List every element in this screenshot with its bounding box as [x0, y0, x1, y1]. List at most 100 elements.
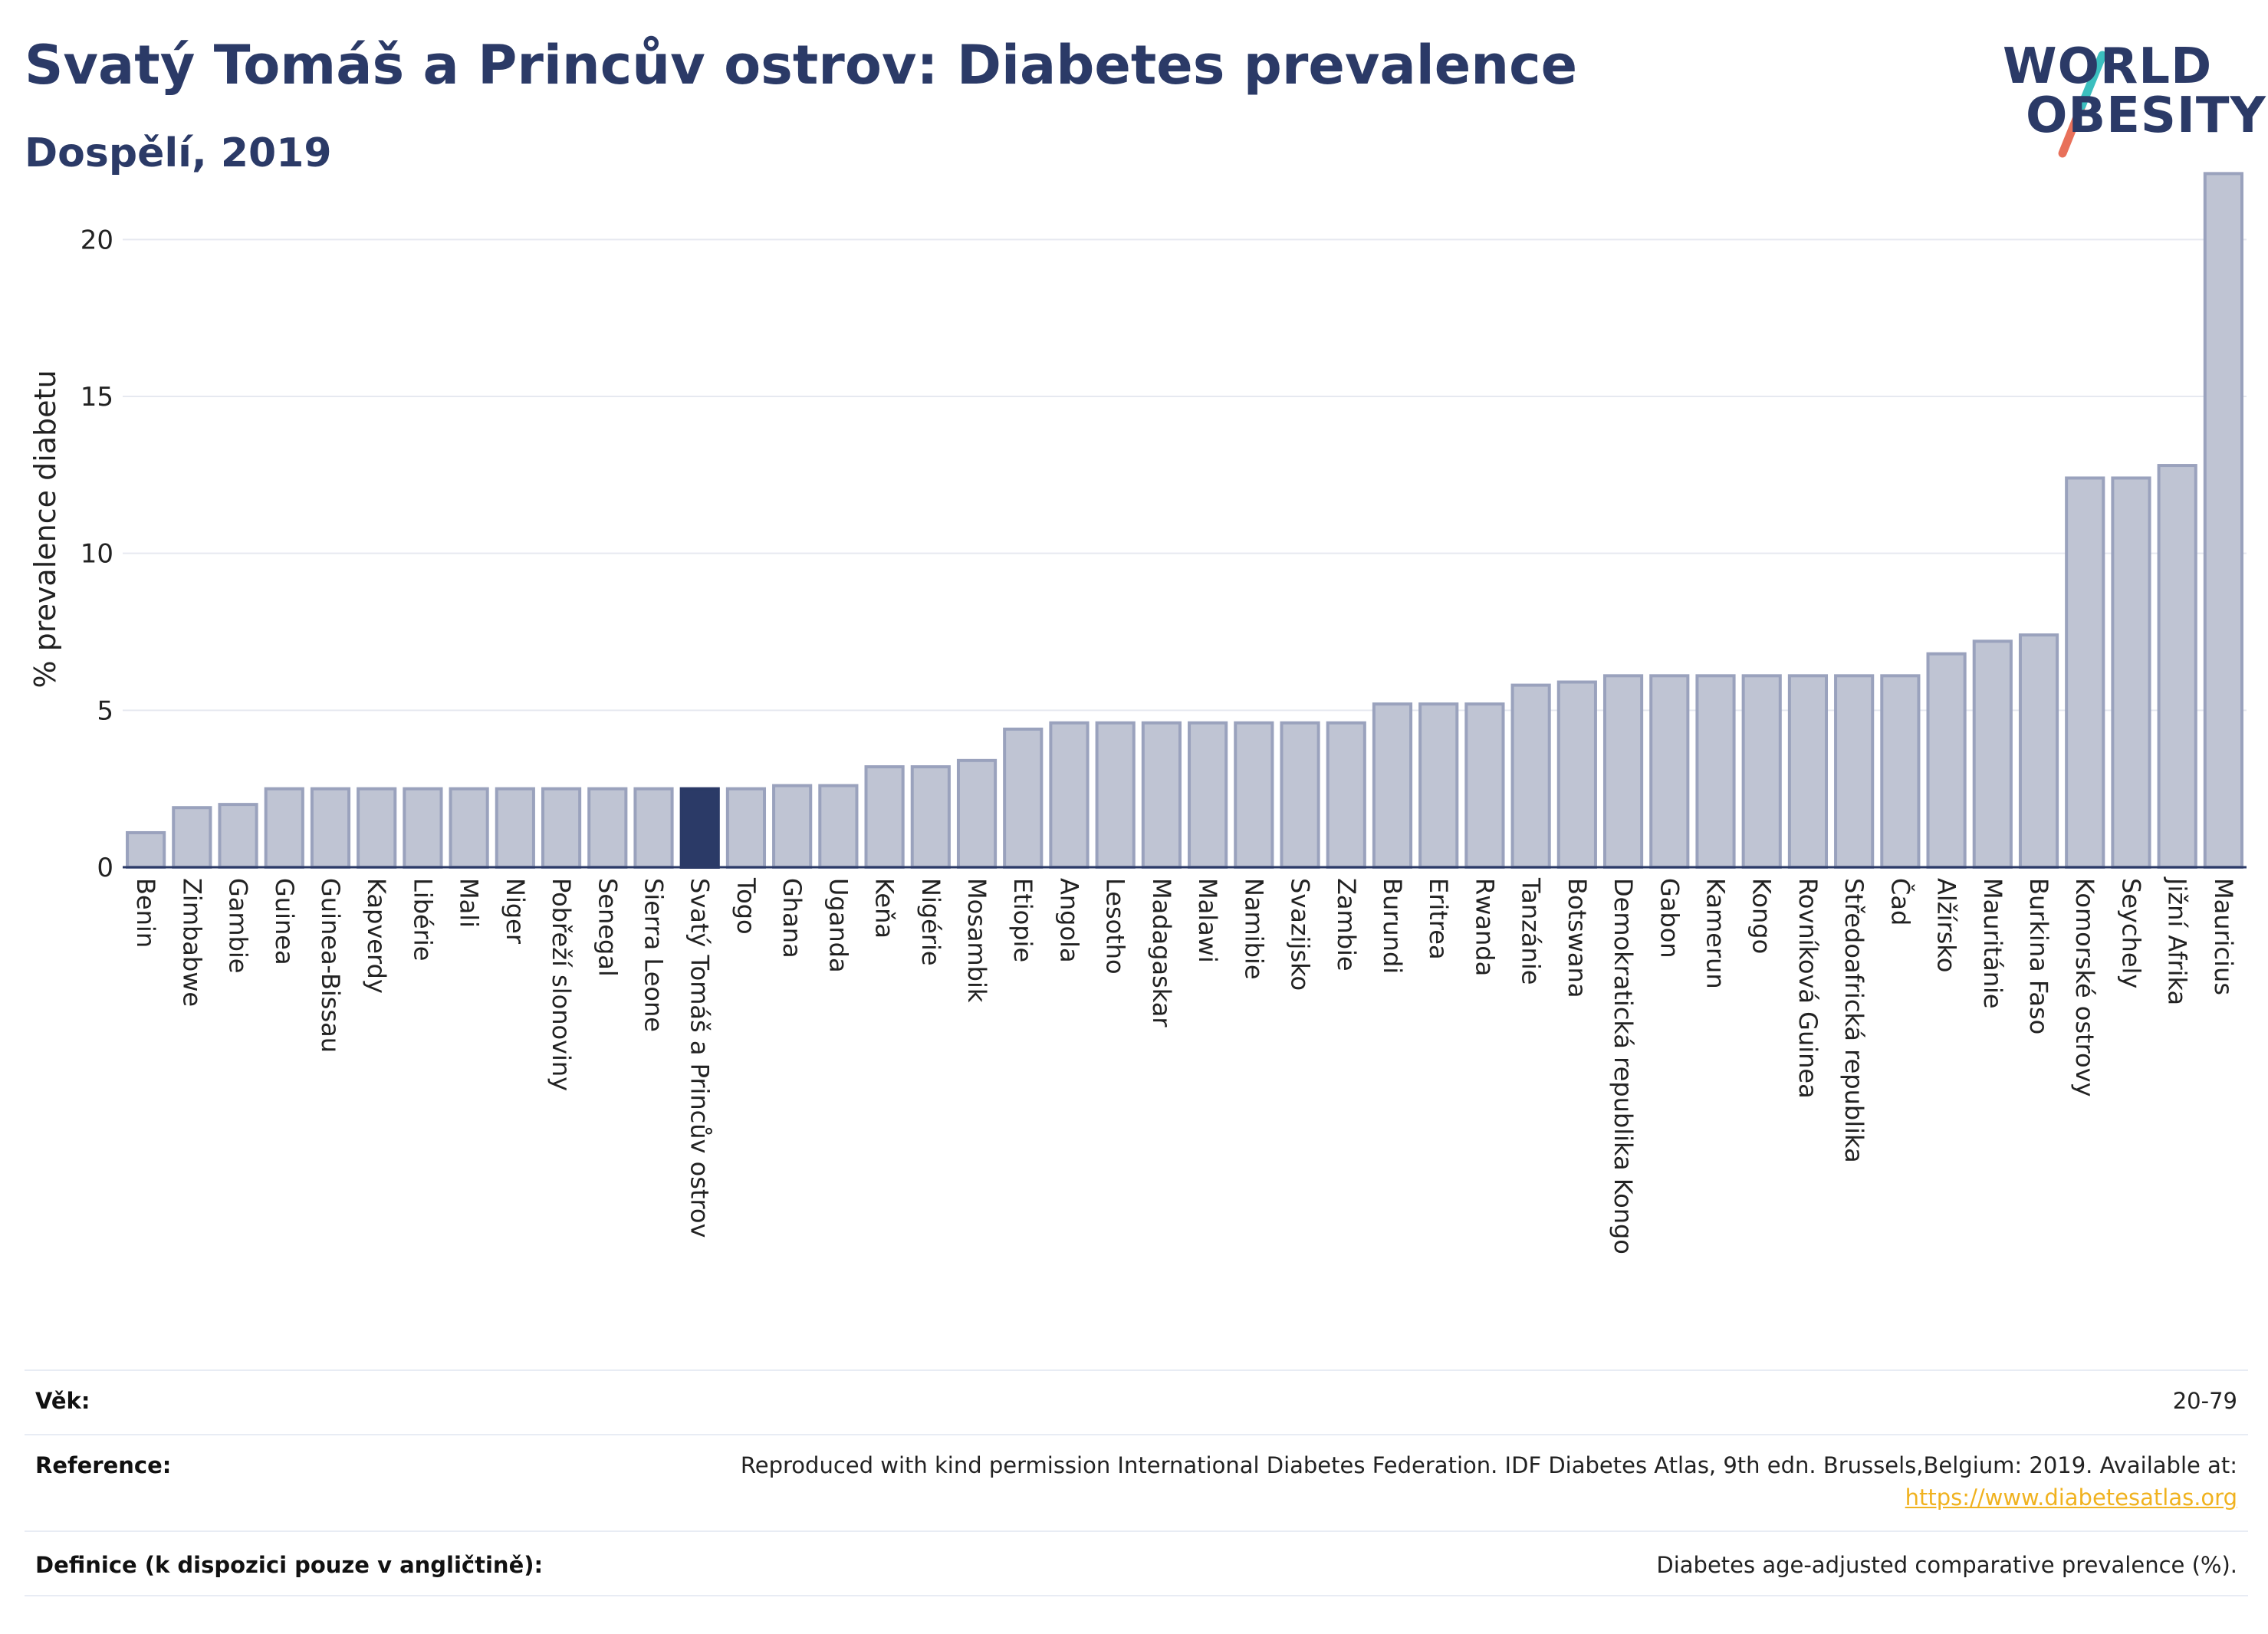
x-tick-label: Senegal [593, 878, 622, 977]
bar[interactable] [1972, 639, 2013, 870]
bar[interactable] [357, 787, 397, 869]
bar[interactable] [126, 830, 166, 870]
bar[interactable] [172, 806, 212, 870]
x-tick-label: Kongo [1747, 878, 1777, 954]
bar[interactable] [1464, 702, 1505, 869]
bar[interactable] [495, 787, 535, 869]
bar[interactable] [2018, 633, 2059, 869]
x-tick-label: Mosambik [962, 878, 991, 1003]
bar[interactable] [1372, 702, 1413, 869]
bar[interactable] [864, 765, 905, 869]
x-tick-label: Alžírsko [1932, 878, 1961, 972]
x-tick-label: Zimbabwe [177, 878, 206, 1007]
x-tick-label: Pobřeží slonoviny [547, 878, 576, 1091]
bar[interactable] [1418, 702, 1459, 869]
x-tick-label: Svatý Tomáš a Princův ostrov [685, 878, 715, 1238]
bar[interactable] [1003, 727, 1044, 869]
x-tick-label: Burkina Faso [2024, 878, 2053, 1034]
bar[interactable] [1049, 721, 1090, 869]
world-obesity-logo: WORLD OBESITY [2003, 38, 2266, 161]
y-tick-label: 5 [97, 695, 113, 726]
x-tick-label: Rwanda [1470, 878, 1499, 976]
x-tick-label: Komorské ostrovy [2070, 878, 2099, 1097]
x-tick-label: Eritrea [1424, 878, 1453, 960]
bar[interactable] [2203, 172, 2243, 869]
bar-highlight[interactable] [679, 787, 720, 869]
x-tick-label: Libérie [408, 878, 437, 961]
bar[interactable] [587, 787, 628, 869]
meta-row-reference: Reference: Reproduced with kind permissi… [25, 1434, 2248, 1530]
x-tick-label: Čad [1885, 878, 1915, 925]
bar[interactable] [264, 787, 304, 869]
bar[interactable] [1602, 674, 1644, 869]
bar[interactable] [1926, 652, 1967, 869]
x-tick-label: Togo [731, 877, 761, 935]
x-tick-label: Mali [455, 878, 484, 928]
bar[interactable] [2065, 476, 2105, 870]
bar[interactable] [1095, 721, 1136, 869]
x-tick-label: Svazijsko [1286, 878, 1315, 991]
x-tick-label: Tanzánie [1517, 877, 1546, 985]
bars [126, 172, 2243, 870]
meta-value-definition: Diabetes age-adjusted comparative preval… [1656, 1552, 2237, 1578]
bar[interactable] [1141, 721, 1182, 869]
meta-label-reference: Reference: [35, 1452, 172, 1478]
chart-subtitle: Dospělí, 2019 [25, 130, 332, 176]
category-labels: Benin Zimbabwe Gambie Guinea Guinea-Bissau Ka… [131, 876, 2238, 1254]
y-tick-label: 20 [81, 225, 113, 255]
bar[interactable] [1188, 721, 1228, 869]
axes: 0 5 10 15 20 [81, 225, 2247, 883]
bar[interactable] [310, 787, 351, 869]
meta-value-age: 20-79 [2172, 1388, 2237, 1414]
x-tick-label: Jižní Afrika [2163, 876, 2192, 1005]
bar[interactable] [1234, 721, 1274, 869]
bar[interactable] [449, 787, 489, 869]
reference-text: Reproduced with kind permission Internat… [740, 1452, 2237, 1478]
reference-link[interactable]: https://www.diabetesatlas.org [1905, 1484, 2237, 1511]
bar[interactable] [1695, 674, 1736, 869]
bar[interactable] [1834, 674, 1875, 869]
meta-label-definition: Definice (k dispozici pouze v angličtině… [35, 1552, 544, 1578]
bar[interactable] [2111, 476, 2151, 870]
x-tick-label: Angola [1054, 878, 1083, 963]
x-tick-label: Madagaskar [1147, 878, 1176, 1027]
grid-lines [123, 238, 2247, 712]
bar[interactable] [1280, 721, 1320, 869]
x-tick-label: Niger [501, 878, 530, 945]
bar[interactable] [2157, 464, 2197, 869]
bar[interactable] [1510, 683, 1551, 869]
bar[interactable] [1556, 680, 1597, 870]
bar[interactable] [910, 765, 951, 869]
x-tick-label: Středoafrická republika [1839, 878, 1869, 1163]
bar[interactable] [541, 787, 582, 869]
x-tick-label: Lesotho [1101, 878, 1130, 975]
x-tick-label: Seychely [2116, 878, 2145, 988]
meta-value-reference: Reproduced with kind permission Internat… [741, 1449, 2237, 1514]
x-tick-label: Namibie [1239, 878, 1268, 980]
y-tick-label: 10 [81, 539, 113, 570]
bar[interactable] [818, 784, 859, 870]
x-tick-label: Guinea-Bissau [316, 878, 345, 1053]
bar[interactable] [772, 784, 813, 870]
y-tick-label: 0 [97, 853, 113, 883]
bar[interactable] [218, 803, 258, 869]
bar[interactable] [1787, 674, 1829, 869]
bar[interactable] [1326, 721, 1366, 869]
bar[interactable] [1741, 674, 1782, 869]
metadata-table: Věk: 20-79 Reference: Reproduced with ki… [25, 1369, 2248, 1596]
x-tick-label: Kamerun [1701, 878, 1731, 989]
x-tick-label: Botswana [1563, 878, 1592, 998]
x-tick-label: Gambie [224, 878, 253, 973]
x-tick-label: Guinea [270, 878, 299, 965]
bar[interactable] [956, 758, 998, 869]
bar[interactable] [1880, 674, 1921, 869]
bar[interactable] [1649, 674, 1690, 869]
meta-row-age: Věk: 20-79 [25, 1369, 2248, 1434]
bar[interactable] [633, 787, 674, 869]
x-tick-label: Etiopie [1008, 878, 1037, 962]
bar[interactable] [403, 787, 443, 869]
x-tick-label: Malawi [1193, 878, 1222, 963]
bar[interactable] [725, 787, 767, 869]
x-tick-label: Zambie [1332, 878, 1361, 972]
logo-text-world: WORLD [2003, 38, 2213, 95]
